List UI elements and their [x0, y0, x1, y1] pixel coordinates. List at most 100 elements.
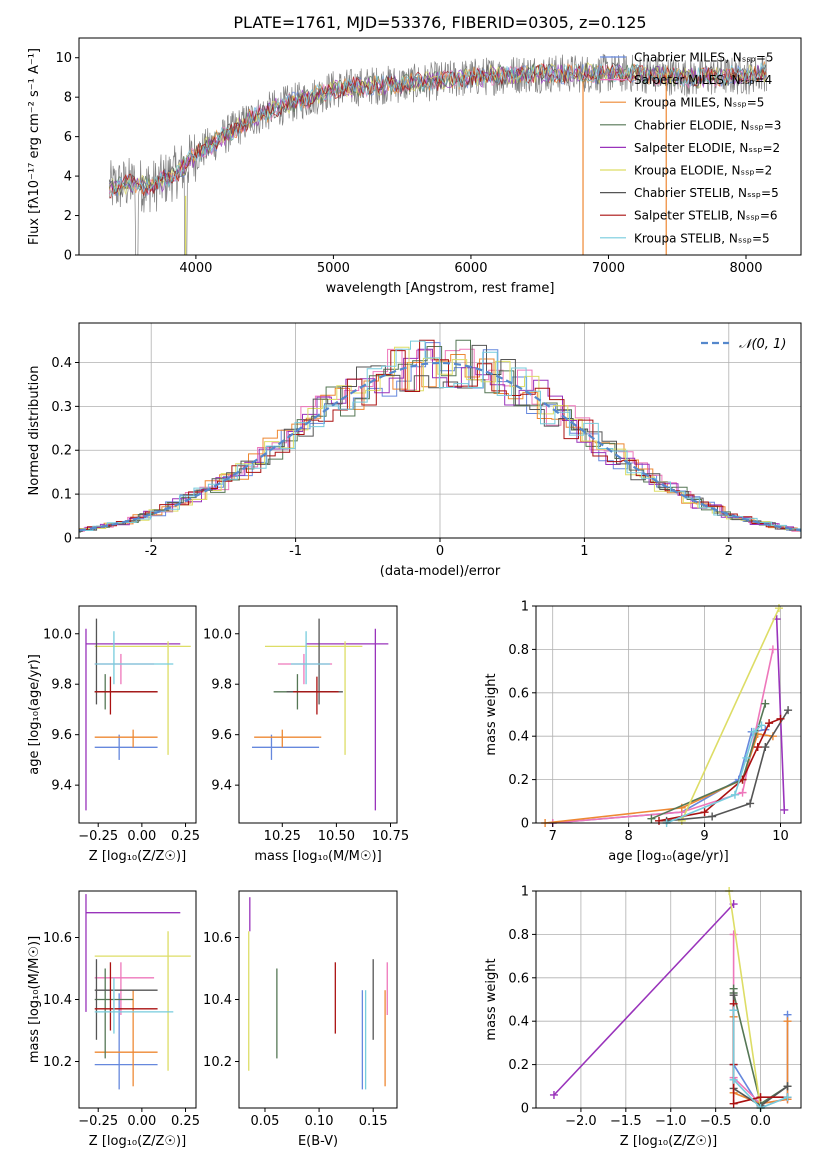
x-tick-label: -1 [289, 544, 302, 559]
y-tick-label: 10.4 [203, 993, 232, 1008]
x-tick-label: 7 [549, 829, 557, 844]
x-tick-label: 4000 [179, 261, 212, 276]
legend-label: 𝒩(0, 1) [739, 337, 786, 352]
y-tick-label: 0.3 [51, 400, 72, 415]
y-tick-label: 10.2 [43, 1055, 72, 1070]
y-tick-label: 0 [64, 532, 72, 547]
x-tick-label: −0.5 [700, 1114, 732, 1129]
axes-mass_vs_Z: −0.25 0.00 0.25 10.2 10.4 10.6 Z [log₁₀(Z/Z☉)]… [27, 890, 200, 1149]
x-tick-label: 0.10 [305, 1114, 334, 1129]
x-tick-label: 10 [772, 829, 789, 844]
y-axis-label: mass weight [484, 958, 499, 1040]
series-marker-7 [708, 812, 717, 821]
legend-label-9: Kroupa STELIB, Nₛₛₚ=5 [634, 231, 770, 245]
axes-frame [238, 605, 398, 824]
series-marker-5 [780, 805, 789, 814]
x-tick-label: 9 [700, 829, 708, 844]
histogram-series-6 [79, 346, 801, 532]
plot-area-residuals [78, 339, 802, 533]
y-tick-label: 1 [521, 885, 529, 900]
x-tick-label: 10.75 [372, 829, 409, 844]
series-marker-9 [742, 753, 751, 762]
y-tick-label: 9.6 [51, 728, 72, 743]
x-tick-label: -2 [145, 544, 158, 559]
legend-label-3: Kroupa MILES, Nₛₛₚ=5 [634, 96, 764, 110]
x-tick-label: 0.00 [127, 1114, 156, 1129]
x-tick-label: 2 [725, 544, 733, 559]
legend-label-4: Chabrier ELODIE, Nₛₛₚ=3 [634, 118, 781, 132]
series-marker-8 [765, 719, 774, 728]
x-tick-label: 8 [624, 829, 632, 844]
figure-title: PLATE=1761, MJD=53376, FIBERID=0305, z=0… [233, 13, 646, 32]
axes-frame [535, 605, 802, 824]
y-tick-label: 9.6 [211, 728, 232, 743]
y-tick-label: 0.8 [508, 643, 529, 658]
series-marker-6 [774, 604, 783, 613]
axes-frame [535, 890, 802, 1109]
series-marker-4 [647, 814, 656, 823]
series-line-5 [775, 618, 786, 811]
x-tick-label: 8000 [729, 261, 762, 276]
y-tick-label: 1 [521, 600, 529, 615]
y-tick-label: 10.2 [203, 1055, 232, 1070]
x-tick-label: 0.05 [250, 1114, 279, 1129]
legend-label-8: Salpeter STELIB, Nₛₛₚ=6 [634, 209, 778, 223]
series-marker-9 [729, 1006, 738, 1015]
x-tick-label: 1 [580, 544, 588, 559]
y-tick-label: 10.6 [203, 931, 232, 946]
y-axis-label: Flux [fλ10⁻¹⁷ erg cm⁻² s⁻¹ A⁻¹] [27, 48, 42, 245]
series-marker-8 [729, 1099, 738, 1108]
axes-frame [78, 605, 197, 824]
series-marker-4 [761, 699, 770, 708]
x-axis-label: E(B-V) [298, 1134, 338, 1149]
y-tick-label: 4 [64, 170, 72, 185]
y-tick-label: 0.8 [508, 928, 529, 943]
x-tick-label: 0.15 [359, 1114, 388, 1129]
series-marker-9 [749, 727, 758, 736]
series-marker-7 [783, 1082, 792, 1091]
y-tick-label: 0.2 [508, 773, 529, 788]
y-tick-label: 2 [64, 209, 72, 224]
legend-label-2: Salpeter MILES, Nₛₛₚ=4 [634, 73, 772, 87]
series-marker-9 [730, 790, 739, 799]
axes-spectrum: 4000 5000 6000 7000 8000 0 2 4 6 8 10 wavelength [A… [27, 37, 802, 296]
x-tick-label: 6000 [454, 261, 487, 276]
y-tick-label: 9.8 [51, 678, 72, 693]
series-marker-8 [655, 816, 664, 825]
plot-area-massweight_vs_Z [549, 887, 792, 1112]
series-marker-8 [776, 714, 785, 723]
x-tick-label: 0.25 [171, 1114, 200, 1129]
x-tick-label: 0.25 [171, 829, 200, 844]
series-marker-9 [757, 721, 766, 730]
series-marker-7 [784, 706, 793, 715]
y-axis-label: age [log₁₀(age/yr)] [27, 654, 42, 775]
y-tick-label: 9.4 [51, 779, 72, 794]
series-line-6 [681, 607, 780, 822]
x-tick-label: −1.5 [610, 1114, 642, 1129]
x-tick-label: −0.25 [78, 829, 118, 844]
y-tick-label: 10.0 [203, 627, 232, 642]
y-tick-label: 0.4 [51, 356, 72, 371]
x-axis-label: mass [log₁₀(M/M☉)] [254, 849, 381, 864]
y-tick-label: 0.1 [51, 488, 72, 503]
x-tick-label: 10.25 [264, 829, 301, 844]
axes-frame [78, 37, 802, 256]
y-tick-label: 10.6 [43, 931, 72, 946]
x-axis-label: Z [log₁₀(Z/Z☉)] [620, 1134, 717, 1149]
x-tick-label: 7000 [592, 261, 625, 276]
axes-age_vs_Z: −0.25 0.00 0.25 9.4 9.6 9.8 10.0 Z [log₁₀(Z/Z☉)… [27, 605, 200, 864]
axes-residuals: -2 -1 0 1 2 0 0.1 0.2 0.3 0.4 (data-model)/error No… [27, 322, 802, 579]
x-axis-label: Z [log₁₀(Z/Z☉)] [89, 1134, 186, 1149]
axes-age_vs_mass: 10.25 10.50 10.75 9.4 9.6 9.8 10.0 mass [log₁₀(… [203, 605, 409, 864]
y-axis-label: mass [log₁₀(M/M☉)] [27, 936, 42, 1063]
legend-label-1: Chabrier MILES, Nₛₛₚ=5 [634, 51, 774, 65]
series-marker-8 [700, 808, 709, 817]
y-tick-label: 9.4 [211, 779, 232, 794]
series-marker-8 [753, 743, 762, 752]
series-line-6 [728, 890, 762, 1109]
spectrum-model-line-9 [109, 62, 767, 197]
series-marker-8 [756, 1093, 765, 1102]
y-tick-label: 10.4 [43, 993, 72, 1008]
series-marker-7 [761, 743, 770, 752]
